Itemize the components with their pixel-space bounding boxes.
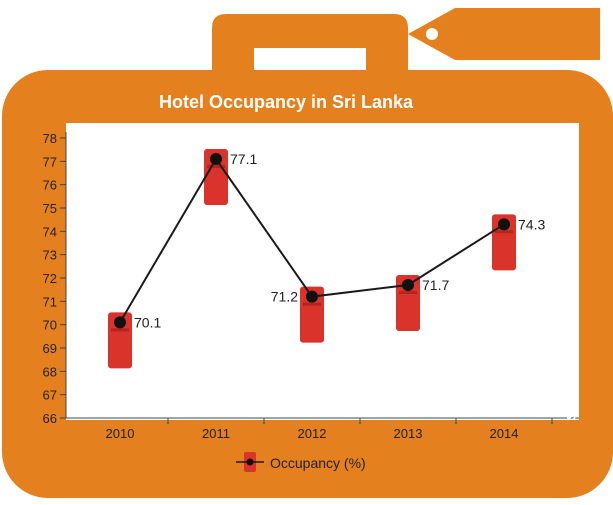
- x-tick-label: 2011: [202, 426, 230, 441]
- y-tick-label: 69: [43, 341, 57, 356]
- data-point: [402, 279, 414, 291]
- x-axis: 2010 2011 2012 2013 2014: [66, 417, 579, 441]
- y-tick-label: 76: [43, 178, 57, 193]
- y-tick-label: 77: [43, 154, 57, 169]
- y-tick-label: 67: [43, 388, 57, 403]
- tag-marker: [300, 286, 324, 343]
- y-tick-label: 66: [43, 411, 57, 426]
- tag-marker: [108, 312, 132, 369]
- chart-title: Hotel Occupancy in Sri Lanka: [159, 92, 414, 112]
- data-label: 71.2: [271, 289, 298, 305]
- tag-marker-strap: [303, 302, 321, 306]
- x-tick-label: 2010: [106, 426, 135, 441]
- tag-marker-strap: [399, 291, 417, 294]
- y-tick-label: 75: [43, 201, 57, 216]
- tag-marker-strap: [495, 230, 513, 234]
- tag-marker: [204, 149, 228, 205]
- plot-panel: [66, 123, 579, 420]
- data-point: [498, 218, 510, 231]
- x-tick-label: 2013: [394, 426, 423, 441]
- y-tick-label: 68: [43, 364, 57, 379]
- data-point: [306, 290, 318, 303]
- luggage-tag-shape: [408, 8, 600, 60]
- data-point: [114, 316, 126, 329]
- data-label: 70.1: [134, 314, 161, 330]
- data-label: 74.3: [518, 216, 545, 232]
- x-tick-label: 2012: [298, 426, 327, 441]
- legend-swatch: [236, 452, 264, 472]
- tag-marker-strap: [207, 165, 225, 168]
- y-tick-label: 72: [43, 271, 57, 286]
- legend: Occupancy (%): [236, 452, 366, 472]
- legend-point: [246, 458, 254, 466]
- luggage-tag-icon: [408, 8, 600, 60]
- data-label: 77.1: [230, 151, 257, 167]
- x-tick-label: 2014: [490, 426, 519, 441]
- tag-marker-strap: [111, 328, 129, 332]
- data-label: 71.7: [422, 277, 449, 293]
- suitcase-handle: [212, 14, 408, 70]
- source-note: Source: SLTDA: [563, 323, 579, 420]
- y-tick-label: 71: [43, 294, 57, 309]
- legend-label: Occupancy (%): [270, 455, 366, 471]
- tag-marker: [396, 275, 420, 331]
- y-axis: 66 67 68 69 70 71 72 73 74 75 76 77 78: [43, 131, 67, 426]
- y-tick-label: 70: [43, 318, 57, 333]
- y-tick-label: 74: [43, 224, 57, 239]
- chart-marks: 70.1 77.1 71.2 71.7 74.3: [108, 149, 545, 369]
- luggage-tag-hole: [426, 28, 438, 40]
- data-point: [210, 153, 222, 165]
- y-tick-label: 78: [43, 131, 57, 146]
- y-tick-label: 73: [43, 248, 57, 263]
